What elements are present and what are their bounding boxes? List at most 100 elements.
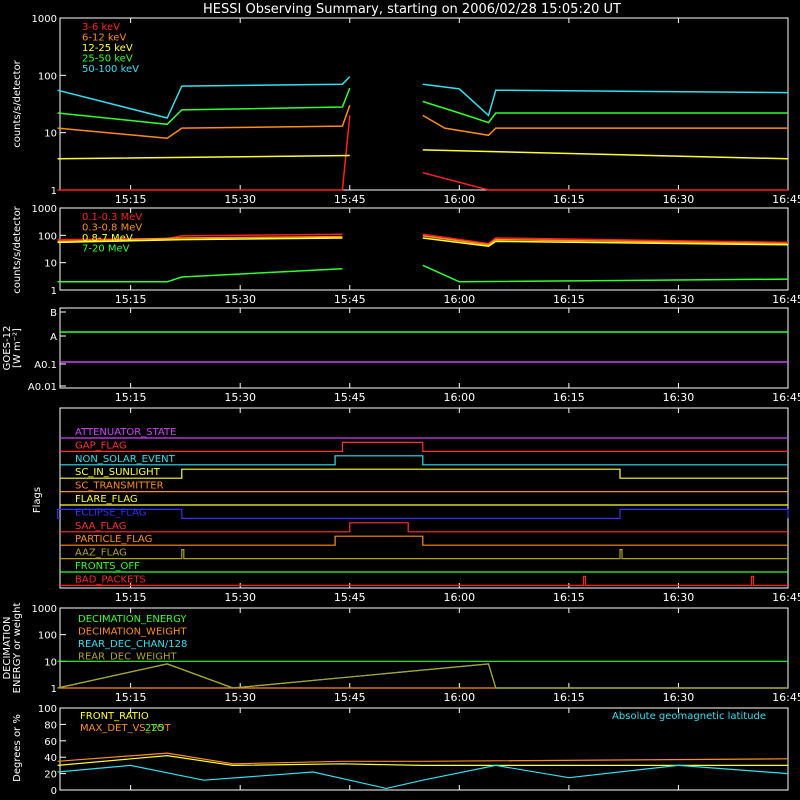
legend-entry: 12-25 keV bbox=[82, 43, 133, 54]
flag-label: SC_IN_SUNLIGHT bbox=[75, 467, 161, 478]
panels: 15:15 15:30 15:45 16:00 16:15 16:30 16:45 15:15… bbox=[2, 14, 800, 797]
panel-3-ylabel: GOES-12 bbox=[2, 326, 13, 371]
legend-entry: 3-6 keV bbox=[82, 22, 120, 33]
panel-6-y-tick-label: 100 bbox=[38, 704, 57, 715]
panel-4-ylabel: Flags bbox=[32, 487, 43, 513]
panel-2-y-tick-label: 100 bbox=[38, 231, 57, 242]
panel-2-y-tick-label: 10 bbox=[44, 259, 57, 270]
legend-entry: 0.8-7 MeV bbox=[82, 233, 133, 244]
legend-entry: 6-12 keV bbox=[82, 33, 126, 44]
series-line-6-12-kev bbox=[57, 105, 788, 139]
x-tick-label: 16:15 bbox=[553, 691, 585, 704]
series-line-12-25-kev bbox=[57, 149, 789, 160]
panel-1-y-tick-label: 1000 bbox=[32, 14, 57, 25]
flag-line-saa_flag bbox=[60, 522, 788, 533]
x-tick-label: 16:15 bbox=[553, 193, 585, 206]
legend-entry: 25-50 keV bbox=[82, 54, 133, 65]
panel-3-y-tick-label: A bbox=[50, 332, 57, 343]
x-tick-label: 16:00 bbox=[443, 591, 475, 604]
panel-6-frame bbox=[59, 707, 789, 791]
series-line-50-100-kev bbox=[57, 76, 789, 119]
panel-1-frame bbox=[59, 17, 789, 191]
x-tick-label: 16:45 bbox=[772, 691, 800, 704]
panel-1-ylabel: counts/s/detector bbox=[12, 59, 23, 147]
panel-6-y-tick-label: 80 bbox=[44, 720, 57, 731]
legend-entry: REAR_DEC_CHAN/128 bbox=[78, 639, 187, 650]
flag-label: ECLIPSE_FLAG bbox=[75, 507, 146, 518]
panel-6-ylabel: Degrees or % bbox=[12, 714, 23, 782]
x-tick-label: 16:45 bbox=[772, 591, 800, 604]
x-tick-label: 15:30 bbox=[224, 591, 256, 604]
ratio-series-line bbox=[57, 754, 788, 767]
flag-label: ATTENUATOR_STATE bbox=[75, 427, 176, 438]
panel-6-y-tick-label: 40 bbox=[44, 753, 57, 764]
legend-entry: REAR_DEC_WEIGHT bbox=[78, 652, 177, 663]
x-tick-label: 16:00 bbox=[443, 293, 475, 306]
panel-3-y-tick-label: A0.01 bbox=[28, 382, 57, 393]
panel-5-y-tick-label: 1000 bbox=[32, 604, 57, 615]
panel-1-y-tick-label: 1 bbox=[51, 186, 57, 197]
series-line-7-20-mev bbox=[57, 264, 789, 283]
legend-entry: DECIMATION_ENERGY bbox=[78, 614, 187, 625]
x-tick-label: 15:45 bbox=[334, 591, 366, 604]
x-tick-label: 15:15 bbox=[115, 293, 147, 306]
ratio-series-line bbox=[57, 764, 789, 790]
flag-label: AAZ_FLAG bbox=[75, 548, 127, 559]
panel-2-y-tick-label: 1 bbox=[51, 286, 57, 297]
legend-entry: 7-20 MeV bbox=[82, 244, 130, 255]
panel-3-y-tick-label: B bbox=[50, 308, 57, 319]
x-tick-label: 16:15 bbox=[553, 293, 585, 306]
flag-line-eclipse_flag bbox=[57, 508, 789, 519]
x-tick-label: 15:15 bbox=[115, 591, 147, 604]
flag-label: FLARE_FLAG bbox=[75, 494, 138, 505]
panel-2-y-tick-label: 1000 bbox=[32, 204, 57, 215]
series-line-25-50-kev bbox=[57, 87, 788, 126]
legend-entry: 50-100 keV bbox=[82, 64, 139, 75]
latitude-label: Absolute geomagnetic latitude bbox=[612, 711, 766, 722]
flag-line-gap_flag bbox=[60, 441, 788, 452]
x-tick-label: 15:45 bbox=[334, 293, 366, 306]
x-tick-label: 16:30 bbox=[663, 391, 695, 404]
flag-label: BAD_PACKETS bbox=[75, 574, 146, 585]
x-tick-label: 16:15 bbox=[553, 591, 585, 604]
x-tick-label: 15:15 bbox=[115, 391, 147, 404]
panel-5-ylabel-2: ENERGY or weight bbox=[12, 603, 23, 694]
flag-label: NON_SOLAR_EVENT bbox=[75, 454, 176, 465]
x-tick-label: 15:45 bbox=[334, 691, 366, 704]
series-line-0-8-7-mev bbox=[57, 237, 789, 247]
x-tick-label: 15:45 bbox=[334, 193, 366, 206]
x-tick-label: 16:00 bbox=[443, 691, 475, 704]
panel-6-y-tick-label: 60 bbox=[44, 737, 57, 748]
flag-label: SAA_FLAG bbox=[75, 521, 126, 532]
x-tick-label: 16:15 bbox=[553, 391, 585, 404]
x-tick-label: 16:00 bbox=[443, 391, 475, 404]
panel-5-y-tick-label: 10 bbox=[44, 657, 57, 668]
x-tick-label: 15:15 bbox=[115, 193, 147, 206]
x-tick-label: 15:30 bbox=[224, 691, 256, 704]
flag-line-particle_flag bbox=[60, 535, 788, 546]
panel-1-y-tick-label: 10 bbox=[44, 129, 57, 140]
x-tick-label: 16:45 bbox=[772, 293, 800, 306]
ratio-series-line bbox=[57, 752, 789, 765]
legend-entry: MAX_DET_VS_TOT bbox=[80, 723, 172, 734]
panel-5-y-tick-label: 1 bbox=[51, 684, 57, 695]
decimation-series-line bbox=[57, 663, 788, 689]
flag-label: GAP_FLAG bbox=[75, 440, 127, 451]
legend-entry-partial: 225 bbox=[145, 723, 164, 734]
x-tick-label: 15:30 bbox=[224, 193, 256, 206]
flag-label: FRONTS_OFF bbox=[75, 561, 140, 572]
flag-line-aaz_flag bbox=[60, 549, 788, 560]
x-tick-label: 15:30 bbox=[224, 391, 256, 404]
flag-label: SC_TRANSMITTER bbox=[75, 481, 164, 492]
panel-5-y-tick-label: 100 bbox=[38, 631, 57, 642]
flag-line-sc_in_sunlight bbox=[60, 468, 788, 479]
legend-entry: 0.3-0.8 MeV bbox=[82, 223, 142, 234]
x-tick-label: 16:30 bbox=[663, 591, 695, 604]
x-tick-label: 16:00 bbox=[443, 193, 475, 206]
panel-3-ylabel-units: [W m⁻²] bbox=[12, 328, 23, 368]
flag-line-bad_packets bbox=[60, 575, 788, 586]
flag-line-non_solar_event bbox=[60, 455, 788, 466]
panel-2-frame bbox=[59, 207, 789, 291]
panel-3-y-tick-label: A0.1 bbox=[34, 360, 57, 371]
